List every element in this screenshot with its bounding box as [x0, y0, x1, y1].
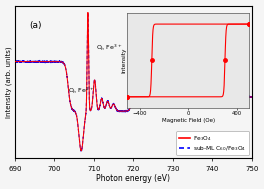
Text: T$_h$ Fe$^{3+}$: T$_h$ Fe$^{3+}$ [0, 188, 1, 189]
Text: (a): (a) [29, 21, 41, 30]
X-axis label: Photon energy (eV): Photon energy (eV) [96, 174, 170, 184]
Text: O$_h$ Fe$^{2+}$: O$_h$ Fe$^{2+}$ [68, 86, 94, 96]
Legend: Fe$_3$O$_4$, sub-ML C$_{60}$/Fe$_3$O$_4$: Fe$_3$O$_4$, sub-ML C$_{60}$/Fe$_3$O$_4$ [176, 131, 249, 155]
Text: O$_h$ Fe$^{3+}$: O$_h$ Fe$^{3+}$ [96, 43, 122, 53]
Y-axis label: Intensity (arb. units): Intensity (arb. units) [6, 46, 12, 118]
